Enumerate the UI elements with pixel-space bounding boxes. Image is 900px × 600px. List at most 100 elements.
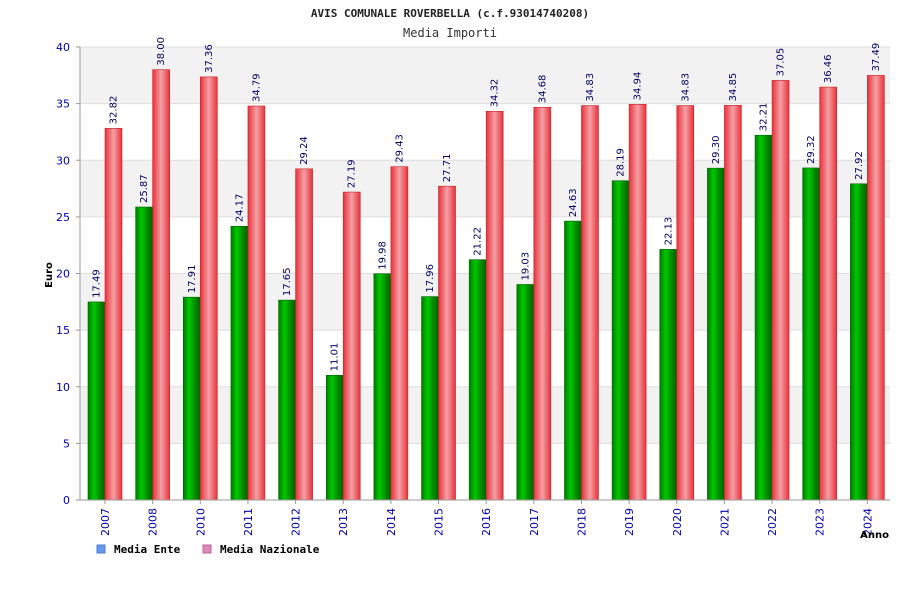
bar-media-nazionale-2008: [152, 69, 170, 501]
bar-media-nazionale-2018: [581, 105, 599, 501]
value-label-media-ente-2014: 19.98: [377, 241, 388, 270]
y-tick-label: 20: [56, 268, 70, 281]
legend: Media Ente Media Nazionale: [96, 543, 320, 556]
y-tick-label: 5: [63, 437, 70, 450]
value-label-media-nazionale-2011: 34.79: [251, 73, 262, 102]
y-axis-label: Euro: [44, 262, 55, 288]
x-tick-label-2010: 2010: [194, 508, 207, 536]
value-label-media-nazionale-2007: 32.82: [109, 96, 120, 125]
value-label-media-nazionale-2021: 34.85: [728, 73, 739, 102]
x-tick-label-2019: 2019: [623, 508, 636, 536]
x-tick-label-2024: 2024: [861, 508, 874, 536]
bar-media-ente-2019: [611, 180, 630, 501]
bar-media-nazionale-2024: [867, 75, 885, 501]
x-tick-label-2015: 2015: [433, 508, 446, 536]
bar-media-nazionale-2023: [819, 86, 838, 501]
value-label-media-ente-2017: 19.03: [520, 252, 531, 281]
value-label-media-nazionale-2024: 37.49: [871, 43, 882, 72]
bar-media-nazionale-2020: [676, 105, 695, 501]
x-tick-label-2013: 2013: [337, 508, 350, 536]
x-tick-label-2023: 2023: [814, 508, 827, 536]
data-labels: 17.49 32.82 25.87 38.00 17.91 37.36 24.17 34.79…: [92, 37, 882, 371]
bar-media-ente-2015: [421, 296, 439, 501]
value-label-media-nazionale-2010: 37.36: [204, 44, 215, 73]
y-axis-ticks: 0 5 10 15 20 25 30 35 40: [56, 41, 80, 507]
x-tick-label-2021: 2021: [718, 508, 731, 536]
value-label-media-nazionale-2012: 29.24: [299, 136, 310, 165]
value-label-media-nazionale-2022: 37.05: [776, 48, 787, 77]
bar-media-ente-2011: [230, 225, 249, 501]
bar-media-nazionale-2014: [390, 166, 409, 501]
bar-media-ente-2018: [564, 220, 582, 501]
bar-media-nazionale-2022: [771, 80, 790, 501]
x-tick-label-2018: 2018: [575, 508, 588, 536]
value-label-media-ente-2019: 28.19: [616, 148, 627, 177]
y-tick-label: 10: [56, 381, 70, 394]
bar-media-nazionale-2016: [485, 111, 504, 501]
legend-label-media-ente: Media Ente: [114, 543, 181, 556]
x-tick-label-2012: 2012: [290, 508, 303, 536]
bar-media-nazionale-2012: [295, 168, 313, 501]
x-tick-label-2014: 2014: [385, 508, 398, 536]
bar-media-ente-2008: [135, 206, 153, 501]
value-label-media-ente-2013: 11.01: [330, 343, 341, 372]
value-label-media-nazionale-2008: 38.00: [156, 37, 167, 66]
x-tick-label-2011: 2011: [242, 508, 255, 536]
x-tick-label-2022: 2022: [766, 508, 779, 536]
value-label-media-nazionale-2017: 34.68: [537, 75, 548, 104]
bar-media-ente-2020: [659, 249, 678, 501]
bar-media-ente-2010: [182, 296, 201, 501]
chart-subtitle: Media Importi: [403, 26, 497, 40]
value-label-media-ente-2011: 24.17: [234, 194, 245, 223]
y-tick-label: 30: [56, 154, 70, 167]
value-label-media-ente-2018: 24.63: [568, 188, 579, 217]
bar-media-ente-2021: [707, 167, 725, 501]
bar-media-ente-2017: [516, 284, 535, 501]
value-label-media-ente-2022: 32.21: [759, 103, 770, 132]
bar-media-nazionale-2021: [724, 105, 742, 501]
value-label-media-ente-2007: 17.49: [92, 269, 103, 298]
bar-media-nazionale-2011: [247, 105, 266, 501]
bar-media-ente-2022: [754, 134, 773, 501]
x-tick-label-2020: 2020: [671, 508, 684, 536]
value-label-media-nazionale-2016: 34.32: [490, 79, 501, 108]
legend-swatch-media-nazionale: [202, 544, 212, 554]
value-label-media-ente-2016: 21.22: [473, 227, 484, 256]
chart-title: AVIS COMUNALE ROVERBELLA (c.f.9301474020…: [311, 7, 589, 20]
value-label-media-ente-2012: 17.65: [282, 267, 293, 296]
value-label-media-ente-2015: 17.96: [425, 264, 436, 293]
x-tick-label-2017: 2017: [528, 508, 541, 536]
bar-media-ente-2014: [373, 273, 392, 501]
value-label-media-ente-2021: 29.30: [711, 136, 722, 165]
value-label-media-ente-2008: 25.87: [139, 174, 150, 203]
value-label-media-ente-2023: 29.32: [806, 135, 817, 164]
x-axis-label: Anno: [860, 530, 889, 541]
legend-label-media-nazionale: Media Nazionale: [220, 543, 320, 556]
value-label-media-nazionale-2023: 36.46: [823, 54, 834, 83]
bar-media-ente-2012: [278, 299, 296, 501]
bar-media-ente-2024: [850, 183, 868, 501]
bar-media-nazionale-2007: [104, 128, 123, 501]
bar-media-nazionale-2019: [628, 104, 647, 501]
value-label-media-nazionale-2018: 34.83: [585, 73, 596, 102]
bar-media-ente-2023: [802, 167, 821, 501]
value-label-media-ente-2020: 22.13: [663, 217, 674, 246]
legend-swatch-media-ente: [96, 544, 106, 554]
bar-media-nazionale-2017: [533, 106, 552, 501]
x-tick-label-2016: 2016: [480, 508, 493, 536]
value-label-media-ente-2024: 27.92: [854, 151, 865, 180]
y-tick-label: 25: [56, 211, 70, 224]
bar-media-ente-2016: [468, 259, 487, 501]
value-label-media-nazionale-2019: 34.94: [633, 72, 644, 101]
bar-media-nazionale-2013: [342, 191, 361, 501]
value-label-media-nazionale-2013: 27.19: [347, 159, 358, 188]
bar-media-nazionale-2015: [438, 185, 456, 501]
bar-media-ente-2007: [87, 301, 106, 501]
bar-media-ente-2013: [325, 375, 344, 501]
value-label-media-ente-2010: 17.91: [187, 265, 198, 294]
value-label-media-nazionale-2020: 34.83: [680, 73, 691, 102]
x-tick-label-2007: 2007: [99, 508, 112, 536]
value-label-media-nazionale-2014: 29.43: [394, 134, 405, 163]
y-tick-label: 40: [56, 41, 70, 54]
